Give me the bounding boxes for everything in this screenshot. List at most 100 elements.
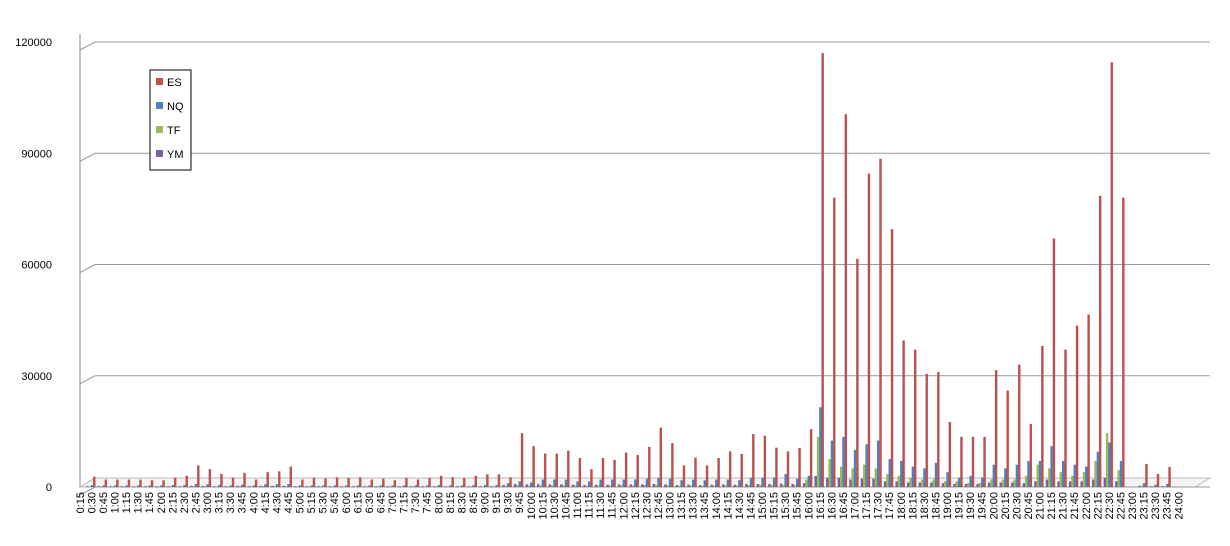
bar bbox=[539, 485, 542, 488]
x-tick-label: 9:00 bbox=[480, 492, 492, 513]
x-tick-label: 2:45 bbox=[190, 492, 202, 513]
bar bbox=[721, 484, 725, 488]
bar bbox=[472, 484, 475, 488]
bar bbox=[784, 473, 787, 488]
bar bbox=[913, 349, 917, 488]
bar bbox=[647, 446, 651, 488]
bar bbox=[460, 485, 464, 488]
bar bbox=[613, 459, 616, 488]
x-tick-label: 14:00 bbox=[711, 492, 723, 520]
bar bbox=[208, 469, 212, 488]
bar bbox=[456, 486, 459, 488]
x-tick-label: 23:45 bbox=[1162, 492, 1174, 520]
bar bbox=[190, 485, 193, 488]
x-tick-label: 2:00 bbox=[156, 492, 168, 513]
bar bbox=[171, 484, 175, 488]
bar bbox=[116, 479, 119, 488]
x-tick-label: 8:00 bbox=[433, 492, 445, 513]
bar bbox=[160, 485, 163, 488]
bar bbox=[955, 481, 959, 488]
bar bbox=[562, 485, 565, 488]
bar bbox=[738, 480, 741, 488]
bar bbox=[629, 484, 633, 488]
x-tick-label: 23:00 bbox=[1127, 492, 1139, 520]
bar bbox=[506, 483, 510, 488]
bar bbox=[86, 486, 89, 488]
bar bbox=[370, 479, 374, 488]
bar bbox=[483, 484, 487, 488]
bar bbox=[527, 485, 531, 488]
bar bbox=[749, 477, 753, 488]
bar bbox=[1080, 481, 1083, 488]
grid-line bbox=[79, 152, 1210, 162]
bar bbox=[610, 479, 614, 488]
bar bbox=[911, 466, 915, 488]
bar bbox=[1036, 464, 1040, 488]
bar bbox=[865, 444, 868, 488]
bar bbox=[273, 486, 276, 488]
bar bbox=[925, 373, 929, 488]
bar bbox=[691, 479, 695, 488]
bar bbox=[243, 472, 246, 488]
x-tick-label: 15:30 bbox=[780, 492, 792, 520]
x-tick-label: 18:30 bbox=[919, 492, 931, 520]
x-tick-label: 14:45 bbox=[745, 492, 757, 520]
legend-swatch bbox=[156, 78, 163, 85]
bar bbox=[701, 485, 704, 488]
x-tick-label: 6:45 bbox=[375, 492, 387, 513]
bar bbox=[687, 484, 690, 488]
x-tick-label: 23:15 bbox=[1139, 492, 1151, 520]
bar bbox=[1117, 470, 1120, 488]
x-tick-label: 9:45 bbox=[514, 492, 526, 513]
bar bbox=[294, 486, 297, 488]
legend-label: ES bbox=[167, 77, 182, 89]
bar bbox=[969, 475, 972, 488]
bar bbox=[802, 483, 806, 488]
bar bbox=[409, 486, 413, 488]
bar bbox=[229, 485, 232, 488]
bar bbox=[728, 451, 732, 488]
bar bbox=[620, 485, 623, 488]
bar bbox=[976, 483, 979, 488]
bar bbox=[807, 475, 811, 488]
bar bbox=[1119, 460, 1123, 488]
bar bbox=[132, 486, 135, 488]
bar bbox=[937, 371, 940, 488]
bar bbox=[139, 479, 142, 488]
bar bbox=[839, 466, 843, 488]
bar bbox=[1154, 484, 1157, 488]
bar bbox=[150, 480, 154, 488]
x-tick-label: 2:15 bbox=[167, 492, 179, 513]
x-tick-label: 13:30 bbox=[688, 492, 700, 520]
bar bbox=[1161, 486, 1164, 488]
x-tick-label: 10:45 bbox=[560, 492, 572, 520]
x-tick-label: 22:30 bbox=[1104, 492, 1116, 520]
bar bbox=[1068, 481, 1072, 488]
x-tick-label: 12:30 bbox=[641, 492, 653, 520]
bar bbox=[252, 485, 256, 488]
bar bbox=[587, 481, 591, 488]
x-tick-label: 13:00 bbox=[665, 492, 677, 520]
bar bbox=[1098, 195, 1102, 488]
bar bbox=[166, 486, 170, 488]
bar bbox=[705, 465, 709, 488]
bar bbox=[943, 481, 947, 488]
x-tick-label: 6:30 bbox=[364, 492, 376, 513]
bar bbox=[643, 484, 646, 488]
bar bbox=[321, 485, 325, 488]
bar bbox=[920, 479, 924, 488]
bar bbox=[821, 52, 824, 488]
bar bbox=[345, 485, 348, 488]
bar bbox=[143, 486, 147, 488]
bar bbox=[275, 484, 279, 488]
bar bbox=[220, 473, 223, 488]
x-tick-label: 6:15 bbox=[352, 492, 364, 513]
x-tick-label: 19:45 bbox=[977, 492, 989, 520]
bar bbox=[324, 478, 327, 488]
x-tick-label: 14:30 bbox=[734, 492, 746, 520]
bar bbox=[312, 477, 316, 488]
bar bbox=[763, 435, 767, 488]
x-tick-label: 0:30 bbox=[86, 492, 98, 513]
bar bbox=[659, 427, 663, 488]
x-tick-label: 7:00 bbox=[387, 492, 399, 513]
